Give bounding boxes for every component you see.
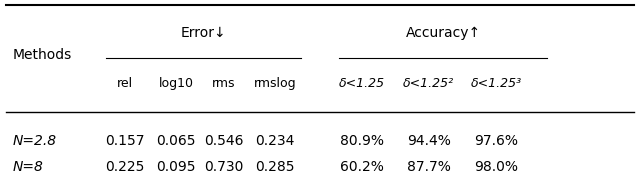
- Text: 0.730: 0.730: [204, 159, 244, 174]
- Text: rms: rms: [212, 77, 236, 90]
- Text: 60.2%: 60.2%: [340, 159, 383, 174]
- Text: 94.4%: 94.4%: [407, 134, 451, 148]
- Text: 0.095: 0.095: [156, 159, 196, 174]
- Text: 0.546: 0.546: [204, 134, 244, 148]
- Text: 0.065: 0.065: [156, 134, 196, 148]
- Text: log10: log10: [159, 77, 193, 90]
- Text: Error↓: Error↓: [180, 26, 226, 40]
- Text: δ<1.25²: δ<1.25²: [403, 77, 454, 90]
- Text: rmslog: rmslog: [254, 77, 296, 90]
- Text: 0.234: 0.234: [255, 134, 295, 148]
- Text: 87.7%: 87.7%: [407, 159, 451, 174]
- Text: Accuracy↑: Accuracy↑: [406, 26, 481, 40]
- Text: 0.157: 0.157: [105, 134, 145, 148]
- Text: δ<1.25: δ<1.25: [339, 77, 385, 90]
- Text: N=8: N=8: [13, 159, 44, 174]
- Text: 80.9%: 80.9%: [340, 134, 383, 148]
- Text: 98.0%: 98.0%: [474, 159, 518, 174]
- Text: N=2.8: N=2.8: [13, 134, 57, 148]
- Text: 97.6%: 97.6%: [474, 134, 518, 148]
- Text: 0.225: 0.225: [105, 159, 145, 174]
- Text: δ<1.25³: δ<1.25³: [470, 77, 522, 90]
- Text: Methods: Methods: [13, 48, 72, 62]
- Text: rel: rel: [116, 77, 133, 90]
- Text: 0.285: 0.285: [255, 159, 295, 174]
